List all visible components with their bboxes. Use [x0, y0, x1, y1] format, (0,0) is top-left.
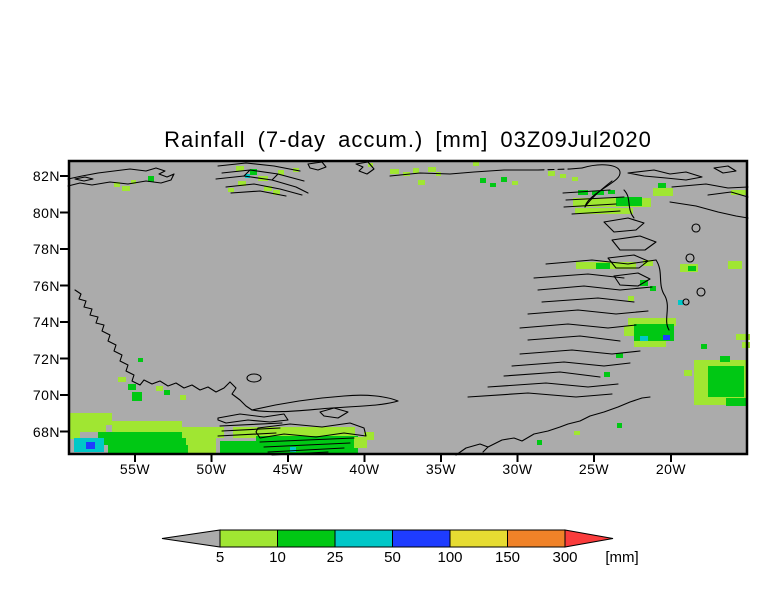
colorbar-segment — [335, 530, 393, 547]
colorbar-segment — [278, 530, 336, 547]
rain-patch — [572, 177, 578, 181]
colorbar-tick-label: 100 — [437, 549, 462, 566]
rain-patch — [132, 392, 142, 401]
x-tick-label: 45W — [266, 460, 310, 478]
x-tick-label: 40W — [343, 460, 387, 478]
colorbar-arrow-low — [162, 530, 220, 547]
rain-patch — [413, 168, 419, 173]
colorbar-segment — [450, 530, 508, 547]
rain-patch — [164, 390, 170, 395]
rain-patch — [640, 336, 648, 341]
colorbar-arrow-high — [565, 530, 613, 547]
rain-patch — [658, 183, 666, 188]
rain-patch — [578, 190, 588, 195]
rain-patch — [634, 341, 666, 347]
rain-patch — [118, 377, 126, 382]
rain-patch — [418, 180, 425, 185]
colorbar-unit-label: [mm] — [605, 549, 638, 566]
x-tick-label: 25W — [572, 460, 616, 478]
rain-patch — [617, 423, 622, 428]
rain-patch — [122, 186, 130, 191]
rain-patch — [596, 263, 610, 269]
colorbar-tick-label: 25 — [327, 549, 344, 566]
rain-patch — [663, 335, 670, 340]
rain-patch — [548, 171, 555, 176]
rain-patch — [428, 167, 436, 172]
colorbar-tick-label: 10 — [269, 549, 286, 566]
rain-patch — [537, 440, 542, 445]
rain-patch — [684, 370, 692, 376]
y-tick-label: 82N — [24, 167, 60, 185]
y-tick-label: 72N — [24, 350, 60, 368]
rain-patch — [628, 296, 634, 301]
greenland-map — [68, 160, 748, 455]
colorbar-tick-label: 5 — [216, 549, 224, 566]
colorbar-segment — [508, 530, 566, 547]
rain-patch — [512, 181, 518, 185]
x-tick-label: 30W — [496, 460, 540, 478]
y-tick-label: 76N — [24, 277, 60, 295]
rain-patch — [128, 384, 136, 390]
rain-patch — [726, 398, 746, 406]
rain-patch — [180, 395, 186, 400]
rain-patch — [604, 372, 610, 377]
colorbar-segment — [393, 530, 451, 547]
rain-patch — [708, 366, 744, 397]
rain-patch — [138, 358, 143, 362]
x-tick-label: 35W — [419, 460, 463, 478]
rain-patch — [78, 423, 106, 432]
rain-patch — [490, 183, 496, 187]
x-tick-label: 55W — [113, 460, 157, 478]
colorbar-tick-label: 50 — [384, 549, 401, 566]
y-tick-label: 80N — [24, 204, 60, 222]
colorbar-segment — [220, 530, 278, 547]
rain-patch — [574, 431, 580, 435]
rain-patch — [473, 162, 479, 166]
y-tick-label: 70N — [24, 386, 60, 404]
plot-title: Rainfall (7-day accum.) [mm] 03Z09Jul202… — [68, 127, 748, 153]
colorbar-tick-label: 300 — [552, 549, 577, 566]
rain-patch — [186, 437, 216, 455]
rain-patch — [678, 300, 683, 305]
rain-patch — [480, 178, 486, 183]
rain-patch — [501, 177, 507, 182]
rain-patch — [701, 344, 707, 349]
rain-patch — [688, 266, 696, 271]
rain-patch — [720, 356, 730, 362]
rain-patch — [653, 188, 673, 196]
rain-patch — [156, 386, 163, 391]
rain-patch — [228, 188, 234, 192]
y-tick-label: 74N — [24, 313, 60, 331]
rainfall-plot-page: Rainfall (7-day accum.) [mm] 03Z09Jul202… — [0, 0, 784, 612]
rain-patch — [560, 174, 566, 178]
rain-patch — [390, 169, 399, 174]
y-tick-label: 68N — [24, 423, 60, 441]
x-tick-label: 50W — [190, 460, 234, 478]
y-tick-label: 78N — [24, 240, 60, 258]
x-tick-label: 20W — [649, 460, 693, 478]
colorbar-legend: 5 10 25 50 100 150 300 [mm] — [145, 524, 645, 568]
rain-patch — [86, 442, 95, 449]
colorbar-tick-label: 150 — [495, 549, 520, 566]
rain-patch — [728, 261, 742, 269]
